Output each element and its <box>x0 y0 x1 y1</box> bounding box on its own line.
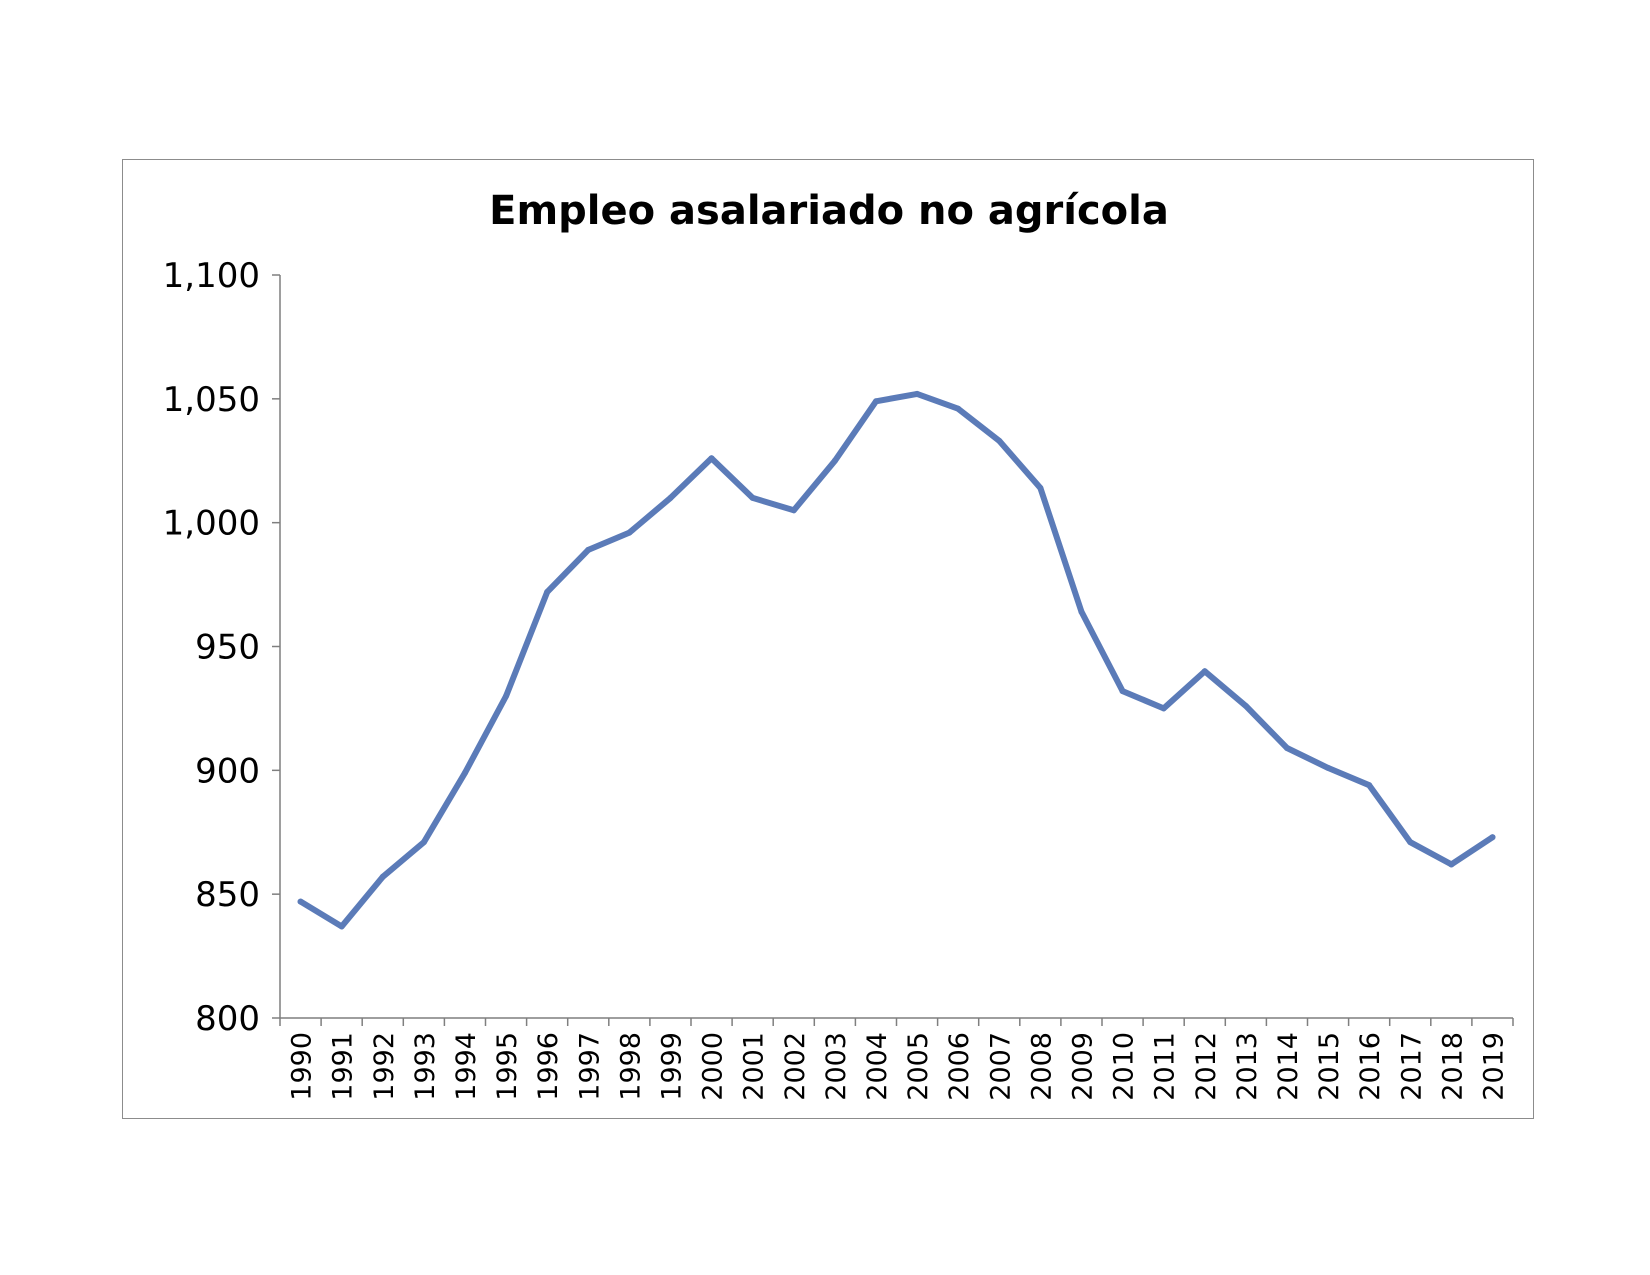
data-point <box>749 494 756 501</box>
x-axis-ticks: 1990 1991 1992 1993 1994 1995 1996 1997 1998 1999… <box>279 1018 1514 1101</box>
x-tick-label: 2016 <box>1355 1032 1386 1101</box>
data-point <box>503 693 510 700</box>
data-point <box>544 589 551 596</box>
x-tick-label: 1996 <box>533 1032 564 1101</box>
x-tick-label: 2001 <box>739 1032 770 1101</box>
y-tick-label: 900 <box>195 751 260 791</box>
x-tick-label: 2017 <box>1396 1032 1427 1101</box>
y-tick-label: 850 <box>195 875 260 915</box>
data-point <box>461 769 468 776</box>
data-point <box>790 507 797 514</box>
data-point <box>1160 705 1167 712</box>
series-group <box>297 390 1496 930</box>
x-tick-label: 2007 <box>985 1032 1016 1101</box>
data-point <box>338 923 345 930</box>
x-tick-label: 2006 <box>944 1032 975 1101</box>
x-tick-label: 2019 <box>1478 1032 1509 1101</box>
data-point <box>667 494 674 501</box>
x-tick-label: 1998 <box>615 1032 646 1101</box>
axes <box>279 275 1513 1019</box>
x-tick-label: 2013 <box>1232 1032 1263 1101</box>
x-tick-label: 1990 <box>287 1032 318 1101</box>
x-tick-label: 2012 <box>1191 1032 1222 1101</box>
chart-title: Empleo asalariado no agrícola <box>489 188 1169 234</box>
data-point <box>585 546 592 553</box>
x-tick-label: 2002 <box>780 1032 811 1101</box>
x-tick-label: 2005 <box>903 1032 934 1101</box>
x-tick-label: 1999 <box>656 1032 687 1101</box>
x-tick-label: 2008 <box>1026 1032 1057 1101</box>
data-point <box>1448 861 1455 868</box>
y-tick-label: 950 <box>195 628 260 668</box>
data-point <box>1407 839 1414 846</box>
x-tick-label: 2015 <box>1314 1032 1345 1101</box>
y-tick-label: 1,050 <box>163 380 260 420</box>
data-point <box>955 405 962 412</box>
chart-frame: Empleo asalariado no agrícola 800 850 900 9… <box>122 159 1534 1119</box>
data-point <box>1242 702 1249 709</box>
x-tick-label: 2014 <box>1273 1032 1304 1101</box>
x-tick-label: 1994 <box>451 1032 482 1101</box>
data-point <box>708 455 715 462</box>
x-tick-label: 2003 <box>821 1032 852 1101</box>
data-point <box>1366 782 1373 789</box>
data-point <box>1201 668 1208 675</box>
data-point <box>996 437 1003 444</box>
x-tick-label: 2011 <box>1150 1032 1181 1101</box>
y-tick-label: 1,100 <box>163 256 260 296</box>
x-tick-label: 1992 <box>369 1032 400 1101</box>
data-point <box>1119 688 1126 695</box>
data-point <box>1078 608 1085 615</box>
data-point <box>1037 484 1044 491</box>
y-tick-label: 1,000 <box>163 504 260 544</box>
data-point <box>1283 745 1290 752</box>
y-tick-label: 800 <box>195 999 260 1039</box>
x-tick-label: 2004 <box>862 1032 893 1101</box>
x-tick-label: 1991 <box>328 1032 359 1101</box>
y-axis-ticks: 800 850 900 950 1,000 1,050 1,100 <box>163 256 280 1039</box>
x-tick-label: 2009 <box>1067 1032 1098 1101</box>
data-point <box>297 898 304 905</box>
data-point <box>1325 764 1332 771</box>
x-tick-label: 2018 <box>1437 1032 1468 1101</box>
x-tick-label: 1993 <box>410 1032 441 1101</box>
x-tick-label: 1997 <box>574 1032 605 1101</box>
data-point <box>1489 834 1496 841</box>
data-point <box>379 873 386 880</box>
data-point <box>626 529 633 536</box>
data-point <box>872 398 879 405</box>
x-tick-label: 1995 <box>492 1032 523 1101</box>
data-point <box>420 839 427 846</box>
series-line <box>297 390 1496 930</box>
data-point <box>914 390 921 397</box>
line-chart: Empleo asalariado no agrícola 800 850 900 9… <box>163 188 1514 1101</box>
data-point <box>831 457 838 464</box>
x-tick-label: 2010 <box>1109 1032 1140 1101</box>
x-tick-label: 2000 <box>698 1032 729 1101</box>
